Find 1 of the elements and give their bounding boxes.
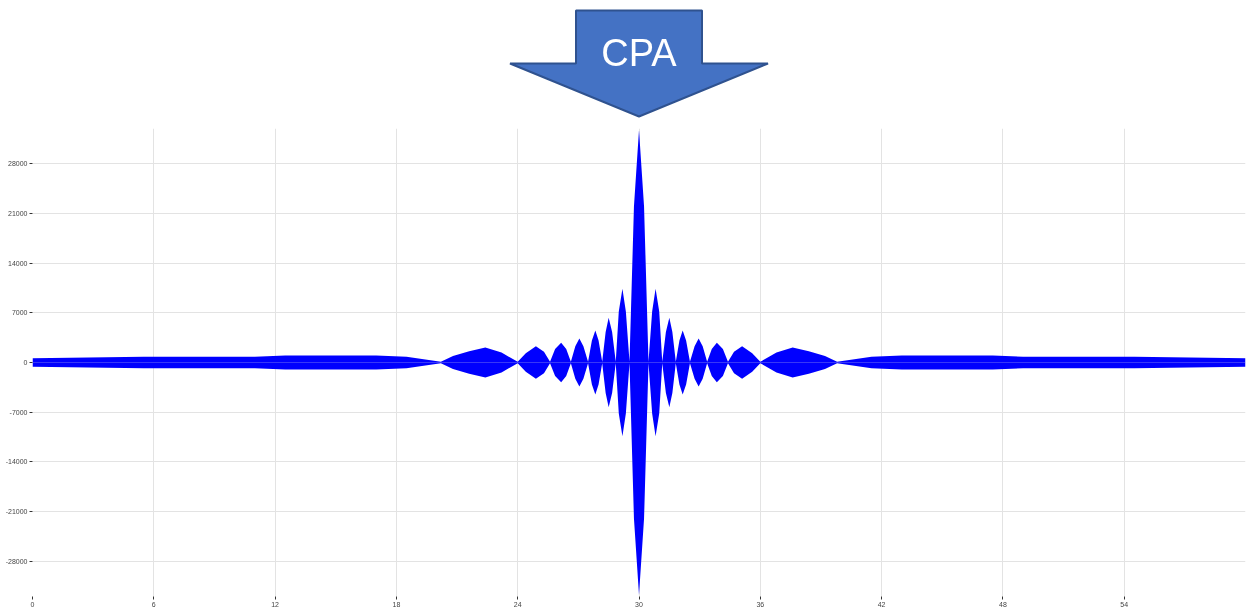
text: CPA [601, 31, 678, 74]
